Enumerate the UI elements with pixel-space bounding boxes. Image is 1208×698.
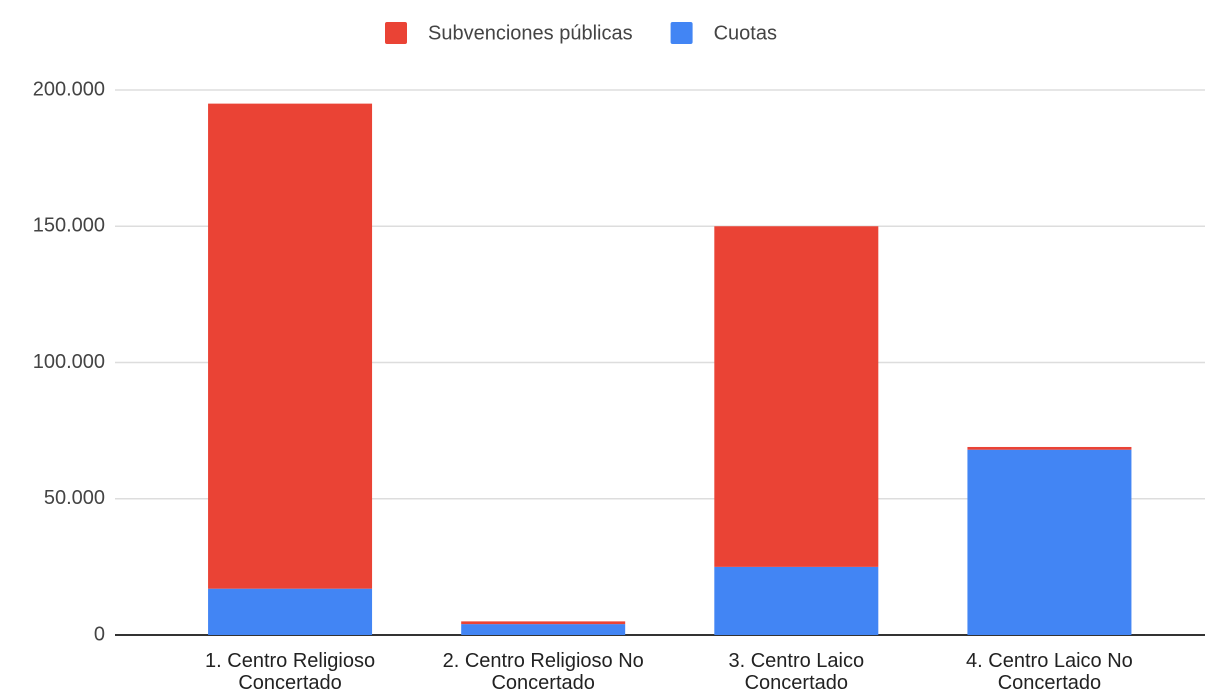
y-tick-label: 50.000 <box>44 487 105 509</box>
legend-swatch <box>670 22 693 44</box>
y-tick-label: 0 <box>94 623 105 645</box>
x-tick-label: 3. Centro Laico Concertado <box>728 650 865 694</box>
y-tick-label: 150.000 <box>33 215 105 237</box>
y-tick-label: 100.000 <box>33 351 105 373</box>
bar-segment <box>461 621 626 625</box>
bar-segment <box>714 226 879 567</box>
y-tick-label: 200.000 <box>33 78 105 100</box>
x-tick-label: 2. Centro Religioso No Concertado <box>442 650 644 694</box>
legend-label: Cuotas <box>714 22 777 44</box>
x-tick-label: 4. Centro Laico No Concertado <box>966 650 1133 694</box>
legend-label: Subvenciones públicas <box>428 22 633 44</box>
legend-swatch <box>385 22 407 44</box>
bar-segment <box>208 103 373 589</box>
bar-segment <box>714 566 879 635</box>
bar-segment <box>967 446 1132 450</box>
x-tick-label: 1. Centro Religioso Concertado <box>205 650 376 694</box>
bar-segment <box>208 588 373 635</box>
bar-segment <box>461 624 626 635</box>
bar-segment <box>967 449 1132 635</box>
